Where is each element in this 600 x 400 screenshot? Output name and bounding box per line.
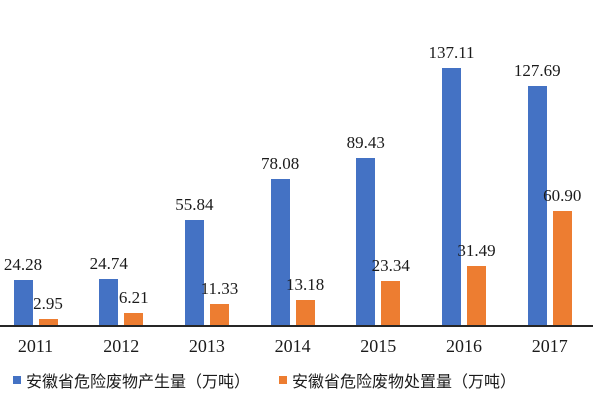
bar-disposed-2012 [124,313,144,325]
value-label-produced-2015: 89.43 [346,132,385,152]
bar-disposed-2016 [467,266,486,325]
bar-disposed-2015 [381,281,401,325]
value-label-produced-2013: 55.84 [175,195,214,215]
bar-disposed-2013 [209,303,229,325]
value-label-disposed-2016: 31.49 [457,241,496,261]
legend-label-disposed: 安徽省危险废物处置量（万吨） [292,374,517,391]
legend: 安徽省危险废物产生量（万吨） 安徽省危险废物处置量（万吨） [0,370,600,391]
bar-disposed-2011 [38,319,58,325]
bar-produced-2015 [356,157,376,325]
bar-produced-2014 [270,178,290,325]
bar-disposed-2017 [552,210,572,325]
legend-item-produced: 安徽省危险废物产生量（万吨） [13,370,251,391]
value-label-produced-2012: 24.74 [89,253,128,273]
x-tick-2013: 2013 [188,336,225,356]
bar-disposed-2014 [295,300,315,325]
bar-produced-2017 [527,85,547,325]
value-label-disposed-2015: 23.34 [371,256,410,276]
value-label-produced-2014: 78.08 [260,153,300,173]
value-label-produced-2017: 127.69 [513,60,561,80]
x-axis-line [0,325,593,327]
value-label-disposed-2011: 2.95 [33,294,63,314]
value-label-disposed-2017: 60.90 [543,185,582,205]
x-tick-2015: 2015 [360,336,397,356]
value-label-disposed-2013: 11.33 [200,278,239,298]
x-tick-2016: 2016 [446,336,482,356]
bar-produced-2011 [13,279,33,325]
legend-swatch-disposed-icon [279,376,287,384]
legend-label-produced: 安徽省危险废物产生量（万吨） [26,374,251,391]
bar-produced-2016 [442,68,461,325]
legend-item-disposed: 安徽省危险废物处置量（万吨） [279,370,517,391]
x-tick-2012: 2012 [103,336,140,356]
x-tick-2017: 2017 [531,336,568,356]
value-label-disposed-2014: 13.18 [285,275,325,295]
bar-produced-2013 [184,220,204,325]
value-label-disposed-2012: 6.21 [118,288,149,308]
bar-produced-2012 [99,278,119,325]
x-tick-2014: 2014 [274,336,311,356]
value-label-produced-2016: 137.11 [428,43,475,63]
x-tick-2011: 2011 [17,336,54,356]
value-label-produced-2011: 24.28 [3,254,43,274]
legend-swatch-produced-icon [13,376,21,384]
